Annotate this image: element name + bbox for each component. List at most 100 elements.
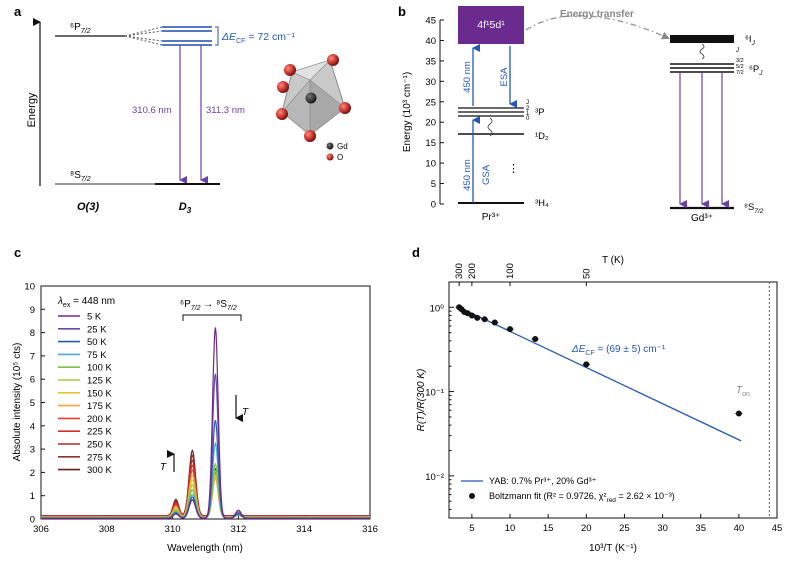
legend-point-label: Boltzmann fit (R² = 0.9726, χ²red = 2.62…	[489, 491, 675, 504]
o-atom	[284, 64, 296, 76]
gd-6p-j: 7/2	[736, 70, 744, 76]
legend-label-c: 275 K	[87, 452, 112, 463]
axis-ticks-c: 306 308 310 312 314 316 0 1 2 3 4 5 6 7 8 9 10	[24, 282, 378, 536]
split-line	[124, 26, 163, 37]
y-tick-label-d: 10⁻¹	[425, 388, 444, 399]
y-tick-label-b: 25	[425, 97, 436, 108]
data-point	[468, 312, 475, 319]
y-tick-label-c: 6	[30, 375, 35, 386]
energy-axis-label-b: Energy (10³ cm⁻¹)	[402, 72, 413, 152]
y-axis-label-c: Absolute intensity (10⁵ cts)	[12, 343, 23, 462]
panel-label-d: d	[412, 245, 420, 260]
pr-1d2-label: ¹D₂	[535, 131, 549, 142]
pr-3p-j-value: 0	[526, 116, 530, 122]
data-point	[735, 410, 742, 417]
spectrum-line	[41, 469, 370, 518]
delta-ecf-label: ΔECF = 72 cm⁻¹	[221, 31, 296, 45]
x-tick-label-c: 306	[33, 524, 49, 535]
legend-label-c: 200 K	[87, 414, 112, 425]
y-tick-label-c: 5	[30, 398, 35, 409]
pr-ion-label: Pr³⁺	[482, 212, 501, 223]
delta-bracket	[215, 26, 219, 46]
top-tick-label-d: 100	[505, 263, 516, 279]
top-tick-label-d: 200	[467, 263, 478, 279]
panel-a: a Energy ⁶P7/2 ΔECF = 72 cm⁻¹ 310.6 nm 3…	[14, 4, 351, 215]
x-tick-label-c: 310	[165, 524, 181, 535]
x-tick-label-d: 30	[657, 523, 668, 534]
delta-annotation-d: ΔECF = (69 ± 5) cm⁻¹	[571, 344, 666, 357]
pr-3p-label: ³P	[535, 107, 545, 118]
gd-atom	[305, 92, 317, 104]
split-line	[124, 35, 163, 42]
transition-1-label: 310.6 nm	[132, 105, 172, 116]
pr-3p-j-value: 2	[526, 106, 530, 112]
panel-c: c 306 308 310 312 314 316 0 1 2 3 4 5 6 7 8 9 10 Absolut…	[12, 245, 378, 554]
y-tick-label-b: 5	[431, 179, 436, 190]
transition-2-label: 311.3 nm	[206, 105, 245, 116]
y-tick-label-c: 1	[30, 491, 35, 502]
gd-relaxation	[699, 43, 705, 60]
x-tick-label-d: 5	[469, 523, 474, 534]
pr-3p-j-value: 1	[526, 111, 530, 117]
y-tick-label-b: 40	[425, 36, 436, 47]
spectrum-line	[41, 474, 370, 518]
legend-label-c: 50 K	[87, 337, 107, 348]
energy-transfer-arrow	[525, 15, 670, 40]
legend-label-c: 25 K	[87, 324, 107, 335]
x-axis-label-d: 10³/T (K⁻¹)	[589, 543, 637, 554]
x-tick-label-d: 25	[619, 523, 630, 534]
y-tick-label-b: 45	[425, 16, 436, 27]
legend-label-c: 75 K	[87, 350, 107, 361]
temp-label-down: T	[242, 407, 249, 418]
coordination-polyhedron	[276, 54, 351, 142]
band-label: 4f¹5d¹	[477, 19, 505, 31]
gd-6i-j: J	[735, 48, 740, 54]
x-tick-label-d: 15	[543, 523, 554, 534]
spectrum-line	[41, 474, 370, 518]
y-tick-label-c: 4	[30, 421, 35, 432]
x-tick-label-d: 45	[772, 523, 783, 534]
legend-label-c: 250 K	[87, 440, 112, 451]
data-point	[491, 319, 498, 326]
legend-o-label: O	[337, 153, 343, 162]
band-4f5d	[458, 6, 524, 44]
x-tick-label-d: 40	[734, 523, 745, 534]
gd-level-6i	[670, 35, 734, 43]
o-atom	[276, 108, 288, 120]
gd-6p-label: ⁶PJ	[749, 64, 763, 77]
gd-8s-label: ⁸S7/2	[744, 202, 764, 215]
y-tick-label-b: 10	[425, 159, 436, 170]
panel-d: d 5 10 15 20 25 30 35 40 45 300 200 100 50 10⁰ 10⁻¹ 10⁻…	[412, 245, 782, 554]
annotation-bracket	[182, 314, 242, 321]
energy-axis-label: Energy	[26, 92, 38, 127]
pr-3p-j-label: J	[526, 100, 529, 106]
o-atom	[277, 81, 289, 93]
top-tick-label-d: 300	[454, 263, 465, 279]
legend-label-c: 150 K	[87, 388, 112, 399]
gd-ion-label: Gd³⁺	[691, 213, 713, 224]
x-tick-label-d: 35	[695, 523, 706, 534]
spectrum-line	[41, 469, 370, 518]
pr-3h4-label: ³H₄	[535, 198, 549, 209]
y-tick-label-d: 10⁻²	[425, 472, 444, 483]
legend-label-c: 5 K	[87, 312, 102, 323]
panel-label-a: a	[14, 4, 22, 19]
gd-6p-j: 3/2	[736, 58, 744, 64]
legend-point-marker	[469, 493, 475, 499]
level-6p-label: ⁶P7/2	[70, 22, 91, 35]
legend-label-c: 175 K	[87, 401, 112, 412]
data-point	[507, 326, 514, 333]
x-tick-label-d: 10	[505, 523, 516, 534]
spectrum-line	[41, 327, 370, 520]
y-axis-label-d: R(T)/R(300 K)	[416, 369, 427, 432]
temp-label-up: T	[160, 462, 167, 473]
gd-6i-label: ⁶IJ	[745, 34, 756, 47]
o-atom	[327, 54, 339, 66]
y-ticks-b: 0 5 10 15 20 25 30 35 40 45	[425, 16, 444, 211]
legend-label-c: 125 K	[87, 376, 112, 387]
y-tick-label-b: 35	[425, 56, 436, 67]
y-tick-label-d: 10⁰	[430, 303, 445, 314]
y-tick-label-c: 9	[30, 305, 35, 316]
